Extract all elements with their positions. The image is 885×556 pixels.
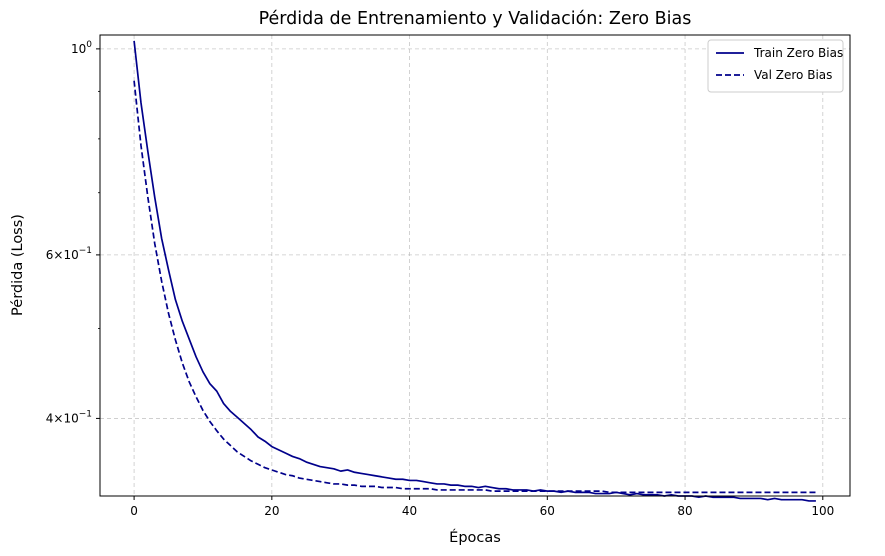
legend: Train Zero Bias Val Zero Bias — [707, 39, 844, 93]
x-tick-label: 0 — [130, 504, 138, 518]
x-tick-label: 60 — [540, 504, 555, 518]
x-tick-label: 100 — [811, 504, 834, 518]
series-lines — [133, 40, 816, 502]
y-axis-label: Pérdida (Loss) — [10, 214, 26, 316]
series-line-train — [133, 40, 816, 502]
series-line-val — [133, 80, 816, 494]
legend-label: Val Zero Bias — [754, 68, 832, 82]
axis-ticks: 0 20 40 60 80 100 100 6×10−1 4×10−1 — [46, 40, 835, 518]
y-tick-label: 100 — [71, 40, 92, 56]
x-tick-label: 40 — [402, 504, 417, 518]
y-tick-label: 4×10−1 — [46, 409, 92, 425]
plot-frame — [99, 34, 851, 497]
x-tick-label: 80 — [677, 504, 692, 518]
x-axis-label: Épocas — [449, 529, 501, 546]
legend-label: Train Zero Bias — [753, 46, 843, 60]
y-tick-label: 6×10−1 — [46, 246, 92, 262]
chart-title: Pérdida de Entrenamiento y Validación: Z… — [259, 9, 692, 29]
x-tick-label: 20 — [264, 504, 279, 518]
